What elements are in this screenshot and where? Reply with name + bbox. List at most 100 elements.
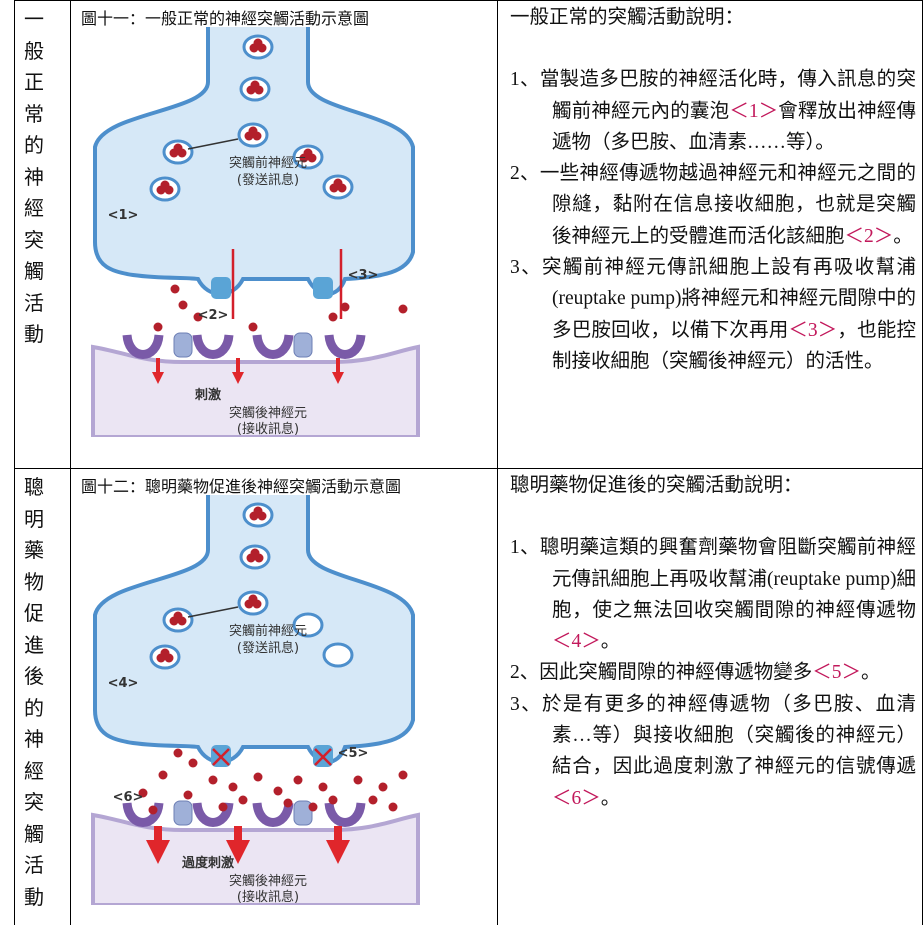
receptor — [324, 334, 366, 359]
receptor — [252, 802, 294, 827]
neurotransmitter — [333, 178, 343, 188]
arrow — [187, 138, 239, 150]
block-mark — [212, 748, 230, 766]
marker-label: <1> — [108, 208, 139, 223]
item-text: 。 — [861, 662, 881, 684]
item-number: 2、 — [510, 163, 540, 185]
neurotransmitter — [398, 304, 408, 314]
neurotransmitter — [328, 795, 338, 805]
presynaptic-role: (發送訊息) — [237, 640, 299, 656]
item-text: 會釋放出神經傳遞物（多巴胺、血清素……等）。 — [552, 100, 916, 153]
figure-cell: 圖十一：一般正常的神經突觸活動示意圖 突觸前神經元 (發送訊息) <1> <2> <3> 刺… — [70, 0, 498, 469]
neurotransmitter — [388, 802, 398, 812]
receptor — [122, 334, 164, 359]
neurotransmitter — [248, 126, 258, 136]
receptor — [324, 802, 366, 827]
row-label: 一般正常的神經突觸活動 — [24, 9, 44, 346]
effect-arrow — [332, 358, 344, 384]
item-text: 。 — [600, 787, 621, 809]
neurotransmitter — [328, 312, 338, 322]
description: 聰明藥物促進後的突觸活動說明： 1、聰明藥這類的興奮劑藥物會阻斷突觸前神經元傳訊細… — [498, 469, 922, 814]
description-item: 3、於是有更多的神經傳遞物（多巴胺、血清素…等）與接收細胞（突觸後的神經元）結合… — [510, 689, 916, 814]
description-heading: 聰明藥物促進後的突觸活動說明： — [510, 475, 803, 496]
block-mark — [314, 748, 332, 766]
receptor-channel — [173, 800, 193, 826]
neurotransmitter — [378, 782, 388, 792]
vesicle — [292, 612, 324, 638]
item-text: 於是有更多的神經傳遞物（多巴胺、血清素…等）與接收細胞（突觸後的神經元）結合，因… — [541, 693, 916, 778]
figure-caption: 圖十二：聰明藥物促進後神經突觸活動示意圖 — [81, 477, 402, 496]
marker-label: <4> — [108, 676, 139, 691]
neurotransmitter — [173, 611, 183, 621]
neurotransmitter — [178, 300, 188, 310]
item-text: 因此突觸間隙的神經傳遞物變多 — [539, 662, 813, 684]
figure-cell: 圖十二：聰明藥物促進後神經突觸活動示意圖 突觸前神經元 (發送訊息) <4> <5> <6… — [70, 468, 498, 925]
neurotransmitter — [248, 322, 258, 332]
row-label: 聰明藥物促進後的神經突觸活動 — [24, 477, 44, 909]
postsynaptic-label: 突觸後神經元 — [229, 405, 307, 421]
neurotransmitter — [160, 180, 170, 190]
receptor-channel — [293, 332, 313, 358]
neurotransmitter — [193, 312, 203, 322]
neurotransmitter — [208, 775, 218, 785]
receptor-channel — [293, 800, 313, 826]
neurotransmitter — [218, 802, 228, 812]
item-reference: ＜4＞ — [552, 631, 601, 653]
effect-label: 過度刺激 — [181, 855, 235, 871]
description-cell: 聰明藥物促進後的突觸活動說明： 1、聰明藥這類的興奮劑藥物會阻斷突觸前神經元傳訊細… — [497, 468, 923, 925]
vesicle — [322, 642, 354, 668]
neurotransmitter — [138, 788, 148, 798]
receptor-channel — [173, 332, 193, 358]
receptor — [122, 802, 164, 827]
item-text: 突觸前神經元傳訊細胞上設有再吸收幫浦(reuptake pump)將神經元和神經… — [541, 257, 916, 341]
marker-label: <6> — [113, 790, 144, 805]
neurotransmitter — [250, 80, 260, 90]
neurotransmitter — [173, 143, 183, 153]
neurotransmitter — [253, 772, 263, 782]
item-number: 3、 — [510, 693, 542, 715]
neurotransmitter — [188, 758, 198, 768]
reuptake-pump — [211, 277, 231, 299]
effect-arrow — [152, 358, 164, 384]
presynaptic-label: 突觸前神經元 — [229, 155, 307, 171]
item-text: 聰明藥這類的興奮劑藥物會阻斷突觸前神經元傳訊細胞上再吸收幫浦(reuptake … — [539, 537, 916, 621]
neurotransmitter — [398, 770, 408, 780]
arrow — [187, 606, 239, 618]
neurotransmitter — [228, 782, 238, 792]
description-heading: 一般正常的突觸活動說明： — [510, 7, 745, 28]
item-text: ，也能控制接收細胞（突觸後神經元）的活性。 — [552, 319, 916, 372]
neurotransmitter — [283, 798, 293, 808]
neurotransmitter — [353, 775, 363, 785]
neurotransmitter — [148, 805, 158, 815]
neurotransmitter — [170, 284, 180, 294]
description-item: 2、一些神經傳遞物越過神經元和神經元之間的隙縫，黏附在信息接收細胞，也就是突觸後… — [510, 158, 916, 252]
receptor — [252, 334, 294, 359]
receptor — [192, 334, 234, 359]
postsynaptic-label: 突觸後神經元 — [229, 873, 307, 889]
neurotransmitter — [340, 302, 350, 312]
item-reference: ＜2＞ — [844, 225, 894, 247]
item-number: 1、 — [510, 69, 540, 91]
neurotransmitter — [253, 38, 263, 48]
neurotransmitter — [308, 802, 318, 812]
item-number: 1、 — [510, 537, 540, 559]
presynaptic-label: 突觸前神經元 — [229, 623, 307, 639]
description: 一般正常的突觸活動說明： 1、當製造多巴胺的神經活化時，傳入訊息的突觸前神經元內的… — [498, 1, 922, 377]
item-text: 當製造多巴胺的神經活化時，傳入訊息的突觸前神經元內的囊泡 — [539, 69, 916, 122]
presynaptic-role: (發送訊息) — [237, 172, 299, 188]
effect-label: 刺激 — [195, 387, 222, 403]
neurotransmitter — [273, 786, 283, 796]
item-reference: ＜6＞ — [552, 787, 601, 809]
description-item: 3、突觸前神經元傳訊細胞上設有再吸收幫浦(reuptake pump)將神經元和… — [510, 252, 916, 377]
neurotransmitter — [153, 322, 163, 332]
marker-label: <2> — [198, 308, 229, 323]
neurotransmitter — [303, 148, 313, 158]
reuptake-pump — [313, 277, 333, 299]
neurotransmitter — [248, 594, 258, 604]
receptor — [192, 802, 234, 827]
neurotransmitter — [183, 790, 193, 800]
postsynaptic-role: (接收訊息) — [237, 421, 299, 437]
item-number: 3、 — [510, 257, 542, 279]
